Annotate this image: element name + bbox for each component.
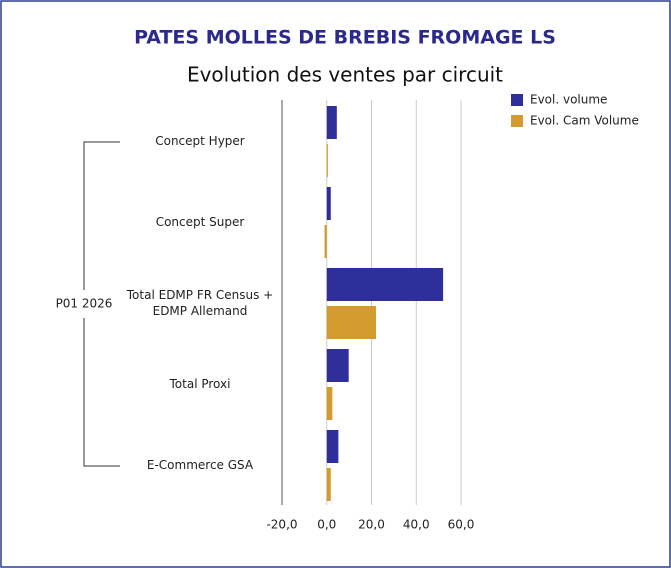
y-tick-label: Total Proxi bbox=[169, 376, 231, 391]
y-tick-label: Total EDMP FR Census + EDMP Allemand bbox=[126, 287, 274, 318]
bar bbox=[326, 306, 376, 339]
bar bbox=[326, 144, 328, 177]
group-label: P01 2026 bbox=[56, 297, 113, 311]
bar bbox=[326, 268, 444, 301]
bar bbox=[326, 430, 339, 463]
legend-swatch bbox=[511, 94, 523, 106]
chart-title: PATES MOLLES DE BREBIS FROMAGE LS bbox=[134, 27, 556, 49]
y-tick-label: E-Commerce GSA bbox=[146, 457, 254, 472]
bar bbox=[326, 468, 331, 501]
legend-label: Evol. volume bbox=[530, 93, 607, 107]
bar bbox=[326, 349, 349, 382]
y-tick-label: Concept Super bbox=[155, 214, 245, 229]
x-tick-label: -20,0 bbox=[266, 518, 297, 532]
bar bbox=[326, 187, 331, 220]
group-bracket bbox=[83, 141, 120, 467]
y-tick-label: Concept Hyper bbox=[155, 133, 245, 148]
bar bbox=[324, 225, 327, 258]
x-tick-label: 40,0 bbox=[403, 518, 430, 532]
legend-label: Evol. Cam Volume bbox=[530, 114, 639, 128]
chart-subtitle: Evolution des ventes par circuit bbox=[187, 63, 503, 87]
x-tick-label: 20,0 bbox=[358, 518, 385, 532]
x-tick-label: 60,0 bbox=[448, 518, 475, 532]
bar bbox=[326, 106, 337, 139]
x-tick-label: 0,0 bbox=[317, 518, 336, 532]
legend-swatch bbox=[511, 115, 523, 127]
bar bbox=[326, 387, 333, 420]
